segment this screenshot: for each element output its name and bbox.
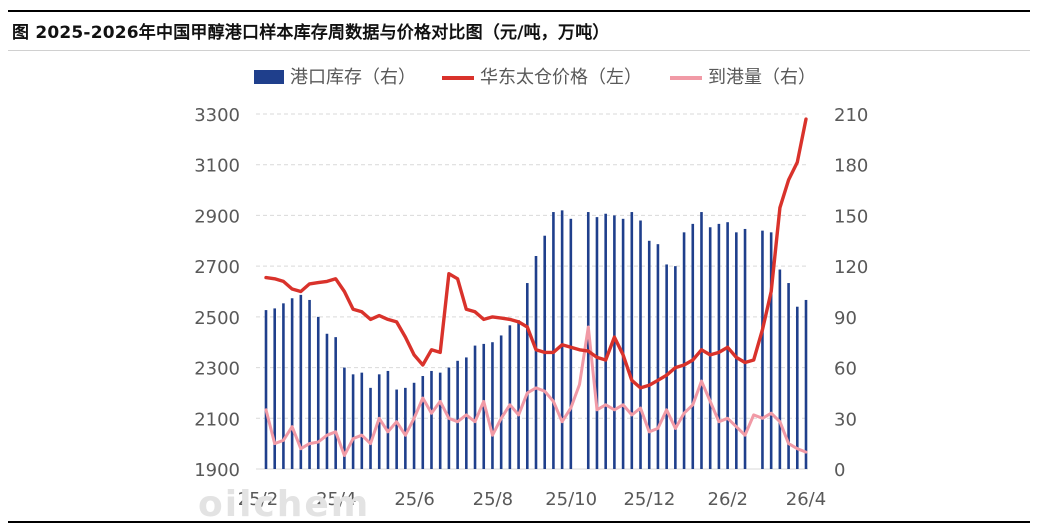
- inventory-bar: [613, 215, 616, 469]
- left-tick-label: 2300: [194, 359, 240, 380]
- inventory-bar: [404, 387, 407, 469]
- inventory-bar: [647, 240, 651, 469]
- title-divider: [8, 50, 1030, 51]
- top-rule: [8, 10, 1030, 12]
- right-tick-label: 120: [834, 257, 868, 278]
- chart-area: 1900 2100 2300 2500 2700 2900 3100 3300 0 30 60 90 1…: [8, 52, 1030, 525]
- x-tick-label: 25/2: [238, 489, 278, 510]
- right-tick-label: 30: [834, 409, 857, 430]
- legend-swatch-inventory: [254, 70, 284, 84]
- right-tick-label: 60: [834, 359, 857, 380]
- inventory-bar: [552, 212, 555, 470]
- inventory-bar: [604, 213, 607, 469]
- inventory-bar: [369, 387, 372, 469]
- x-tick-label: 26/2: [708, 489, 748, 510]
- inventory-bar: [717, 223, 721, 469]
- left-tick-label: 2700: [194, 257, 240, 278]
- inventory-bar: [273, 308, 277, 469]
- x-tick-label: 25/6: [394, 489, 434, 510]
- left-tick-label: 2900: [194, 206, 240, 227]
- right-tick-label: 180: [834, 156, 868, 177]
- inventory-bar: [560, 210, 564, 469]
- x-tick-label: 25/12: [623, 489, 675, 510]
- chart-title: 图 2025-2026年中国甲醇港口样本库存周数据与价格对比图（元/吨，万吨）: [12, 23, 610, 43]
- inventory-bar: [665, 264, 668, 469]
- inventory-bar: [517, 320, 520, 469]
- x-tick-label: 25/4: [316, 489, 356, 510]
- inventory-bar: [656, 244, 660, 469]
- title-bar: 图 2025-2026年中国甲醇港口样本库存周数据与价格对比图（元/吨，万吨）: [0, 0, 1038, 52]
- chart-right-margin: [888, 52, 1030, 522]
- legend-label-arrivals: 到港量（右）: [708, 67, 816, 88]
- right-tick-label: 90: [834, 308, 857, 329]
- left-tick-label: 2500: [194, 308, 240, 329]
- inventory-bar: [491, 342, 494, 469]
- inventory-bar: [325, 333, 329, 469]
- left-tick-label: 3300: [194, 105, 240, 126]
- inventory-bar: [525, 283, 529, 469]
- bottom-rule: [8, 521, 1030, 523]
- legend-label-inventory: 港口库存（右）: [290, 67, 416, 88]
- inventory-bar: [804, 299, 808, 469]
- inventory-bar: [700, 212, 703, 470]
- inventory-bar: [508, 325, 512, 469]
- arrivals-line: [264, 325, 808, 457]
- inventory-bar: [769, 232, 773, 469]
- inventory-bar: [351, 374, 355, 469]
- inventory-bar: [334, 337, 337, 469]
- inventory-bar: [421, 376, 425, 469]
- left-tick-label: 1900: [194, 460, 240, 481]
- inventory-bar: [735, 232, 738, 469]
- inventory-bar: [787, 283, 790, 469]
- inventory-bar: [386, 370, 390, 469]
- legend-label-price: 华东太仓价格（左）: [480, 67, 642, 88]
- inventory-bar: [290, 298, 294, 469]
- inventory-bar: [282, 303, 285, 469]
- inventory-bar: [264, 310, 268, 469]
- inventory-bar: [456, 360, 459, 469]
- price-line: [264, 117, 808, 390]
- inventory-bar: [621, 218, 625, 469]
- inventory-bar: [569, 218, 573, 469]
- inventory-bar: [473, 345, 477, 469]
- inventory-bar: [726, 222, 729, 469]
- inventory-bar: [708, 227, 712, 469]
- inventory-bar: [499, 335, 503, 469]
- x-tick-label: 25/8: [473, 489, 513, 510]
- inventory-bar: [299, 294, 303, 469]
- chart-left-margin: [8, 52, 176, 522]
- inventory-bar: [308, 299, 311, 469]
- inventory-bar: [743, 228, 747, 469]
- inventory-bar: [630, 212, 634, 470]
- inventory-bar: [343, 367, 346, 469]
- left-tick-label: 3100: [194, 156, 240, 177]
- right-tick-label: 0: [834, 460, 845, 481]
- inventory-bar: [682, 232, 686, 469]
- inventory-bar: [639, 220, 642, 469]
- inventory-bar: [691, 223, 695, 469]
- inventory-bar: [595, 217, 599, 469]
- inventory-bar: [761, 230, 764, 469]
- inventory-bar: [412, 382, 416, 469]
- x-tick-label: 26/4: [786, 489, 826, 510]
- right-tick-label: 150: [834, 206, 868, 227]
- inventory-bar: [430, 370, 433, 469]
- inventory-bar: [795, 306, 799, 469]
- inventory-bar: [360, 372, 364, 469]
- right-tick-label: 210: [834, 105, 868, 126]
- inventory-bar: [316, 316, 320, 469]
- left-tick-label: 2100: [194, 409, 240, 430]
- x-tick-label: 25/10: [545, 489, 597, 510]
- inventory-bar: [465, 357, 468, 469]
- inventory-bar: [395, 389, 398, 469]
- inventory-bar: [778, 269, 782, 469]
- inventory-bar: [534, 256, 538, 469]
- inventory-bar: [438, 372, 442, 469]
- chart-panel: [176, 52, 888, 522]
- chart-svg: 1900 2100 2300 2500 2700 2900 3100 3300 0 30 60 90 1…: [194, 67, 868, 510]
